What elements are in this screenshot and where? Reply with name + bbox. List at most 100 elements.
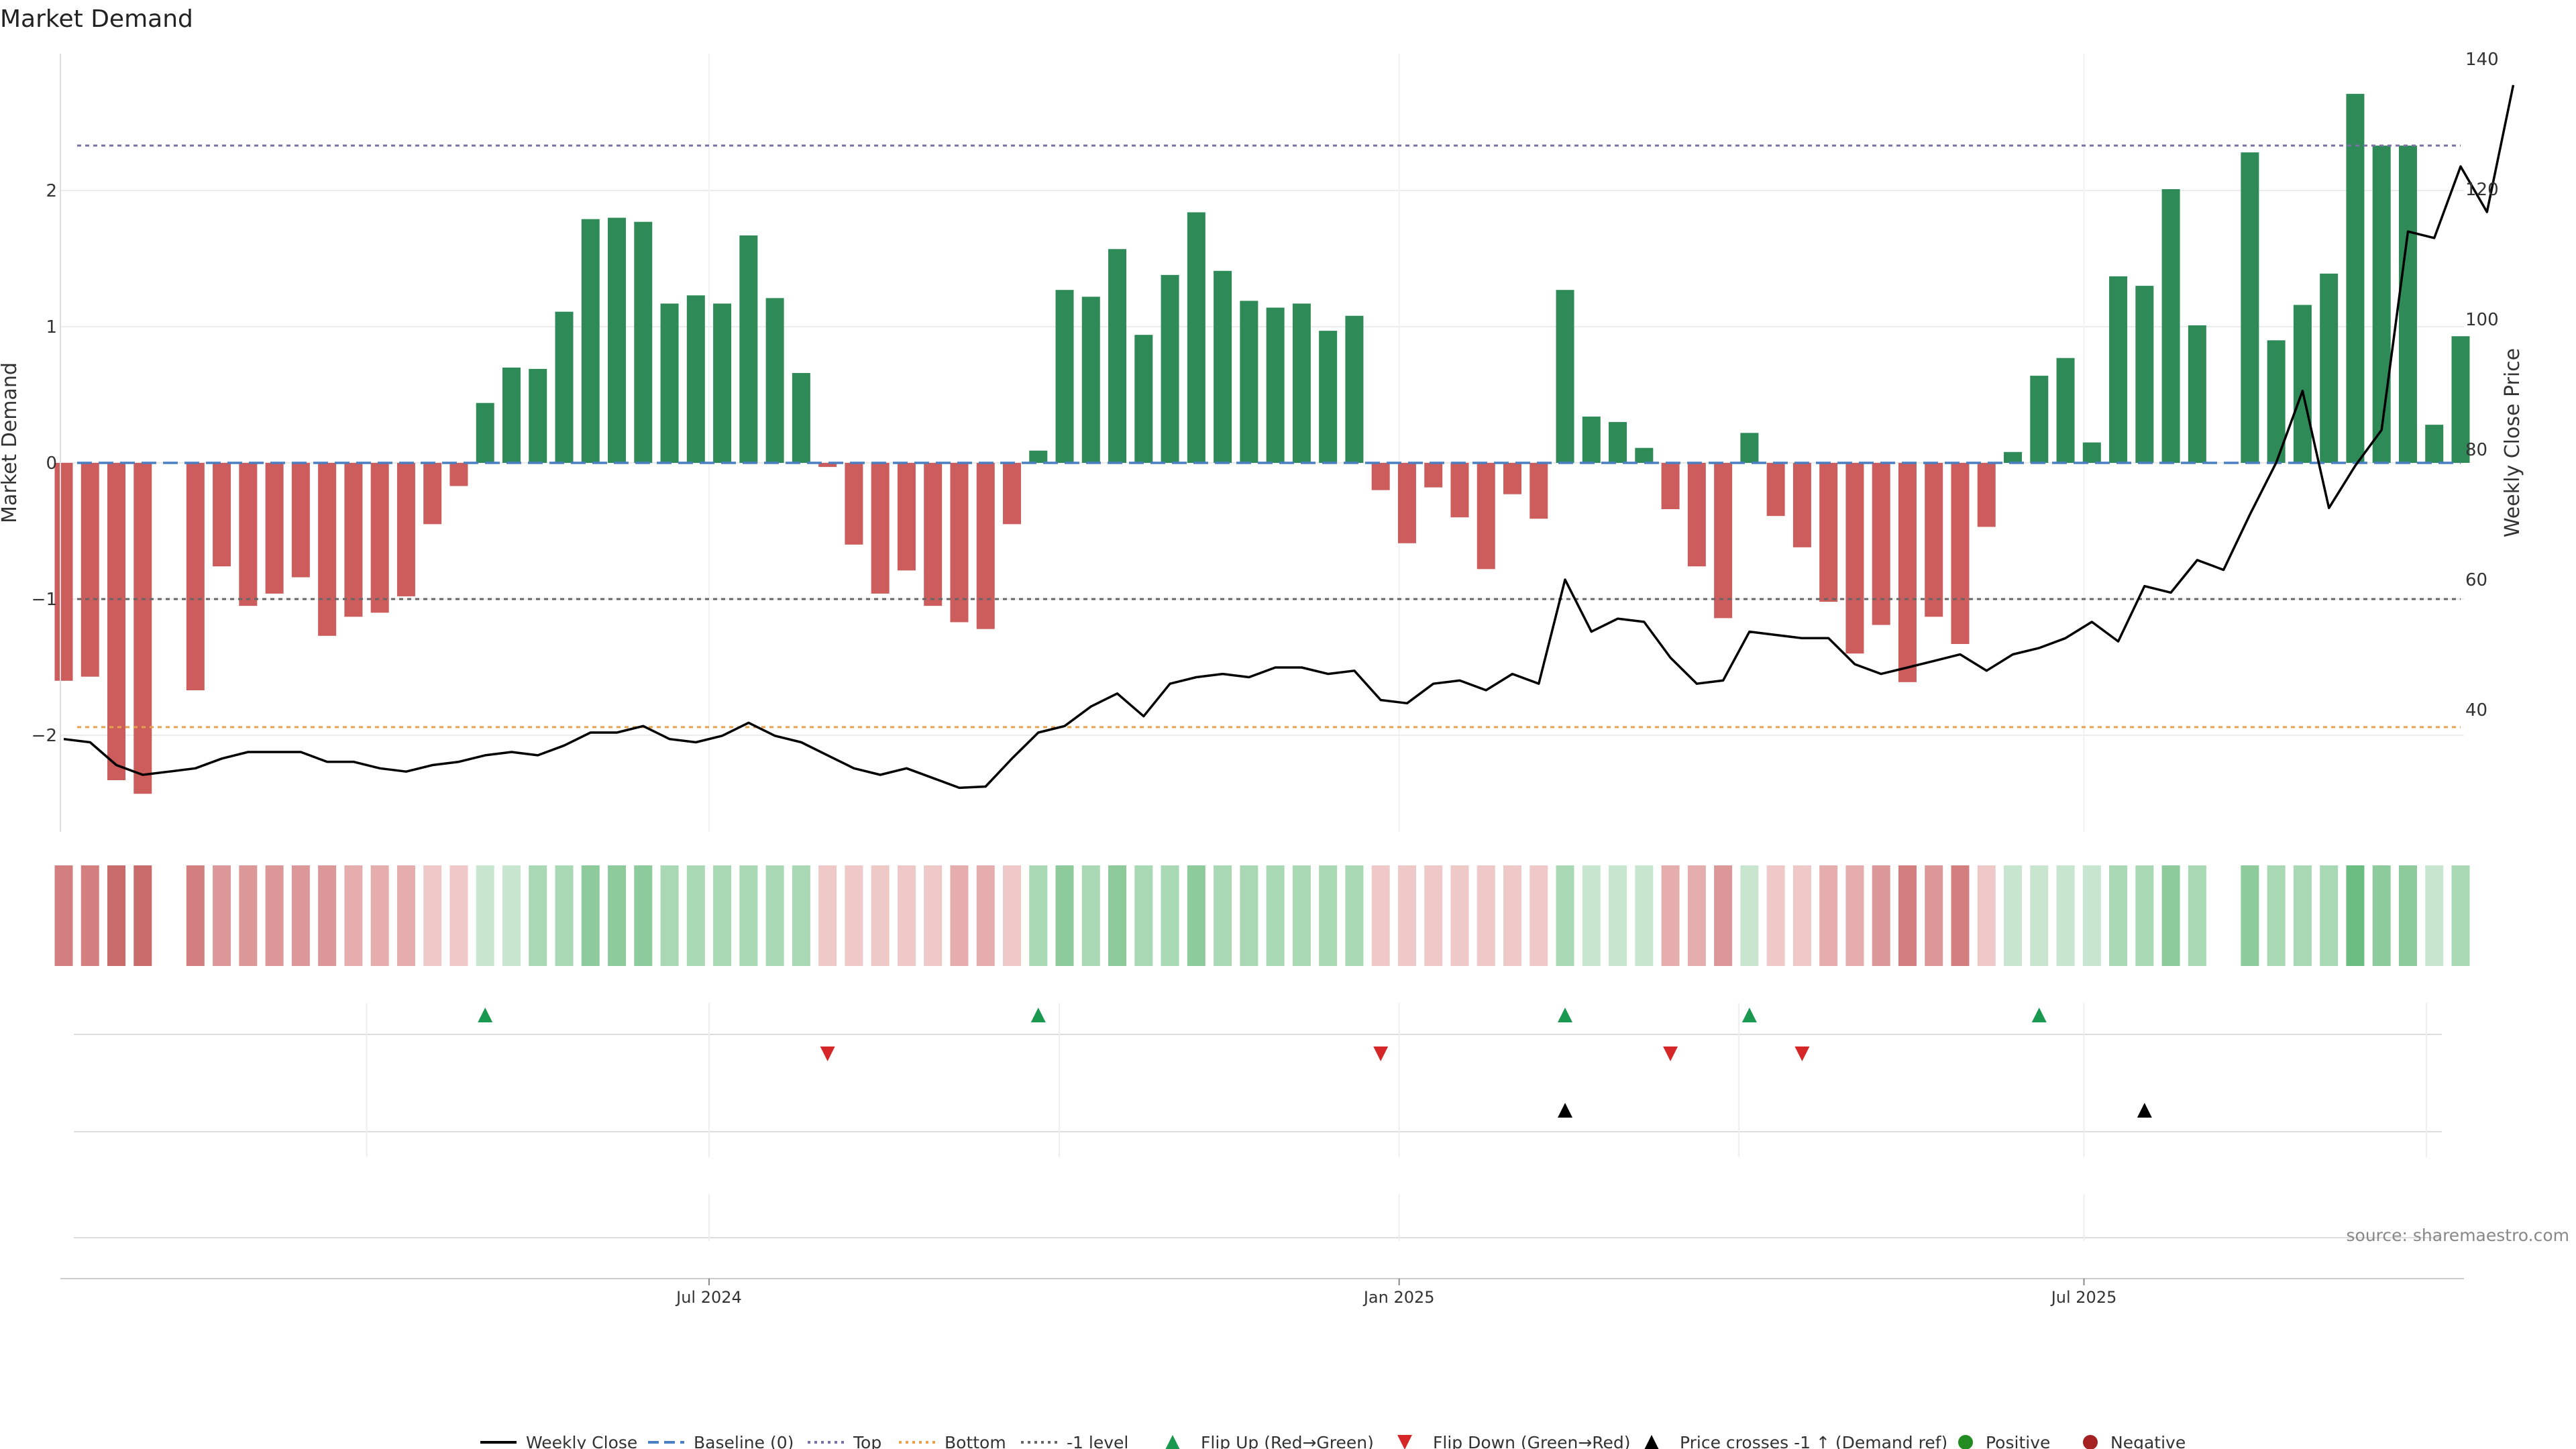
strength-cell bbox=[2346, 865, 2365, 966]
strength-cell bbox=[713, 865, 732, 966]
positive-bar bbox=[634, 221, 653, 463]
positive-bar bbox=[1635, 447, 1654, 463]
strength-cell bbox=[1161, 865, 1179, 966]
strength-cell bbox=[1029, 865, 1048, 966]
negative-bar bbox=[1977, 463, 1996, 527]
strength-cell bbox=[976, 865, 995, 966]
positive-bar bbox=[2109, 276, 2128, 463]
negative-bar bbox=[845, 463, 863, 545]
positive-bar bbox=[765, 298, 784, 463]
right-tick-label: 120 bbox=[2465, 180, 2499, 200]
positive-bar bbox=[1319, 331, 1338, 463]
strength-cell bbox=[1503, 865, 1522, 966]
price-cross-marker bbox=[1558, 1103, 1573, 1118]
positive-bar bbox=[476, 402, 494, 463]
strength-cell bbox=[2109, 865, 2128, 966]
strength-cell bbox=[1740, 865, 1759, 966]
left-tick-label: 2 bbox=[46, 181, 57, 201]
strength-cell bbox=[1055, 865, 1074, 966]
strength-cell bbox=[1240, 865, 1258, 966]
strength-cell bbox=[1266, 865, 1285, 966]
event-markers bbox=[74, 1003, 2442, 1241]
strength-strip bbox=[54, 865, 2470, 966]
source-note: source: sharemaestro.com bbox=[2347, 1226, 2570, 1245]
negative-bar bbox=[1951, 463, 1970, 644]
positive-bar bbox=[1345, 315, 1364, 463]
strength-cell bbox=[80, 865, 99, 966]
negative-bar bbox=[1397, 463, 1416, 543]
negative-bar bbox=[291, 463, 310, 578]
positive-bar bbox=[2056, 358, 2075, 463]
positive-bar bbox=[739, 235, 758, 463]
strength-cell bbox=[2004, 865, 2023, 966]
strength-cell bbox=[1951, 865, 1970, 966]
strength-cell bbox=[2161, 865, 2180, 966]
strength-cell bbox=[1819, 865, 1838, 966]
strength-cell bbox=[2320, 865, 2339, 966]
strength-cell bbox=[502, 865, 521, 966]
legend-swatch bbox=[1397, 1435, 1412, 1449]
strength-cell bbox=[1529, 865, 1548, 966]
strength-cell bbox=[107, 865, 126, 966]
right-tick-label: 40 bbox=[2465, 700, 2487, 720]
positive-bar bbox=[1081, 297, 1100, 463]
strength-cell bbox=[1661, 865, 1680, 966]
negative-bar bbox=[1925, 463, 1943, 617]
strength-cell bbox=[2293, 865, 2312, 966]
grid bbox=[60, 54, 2464, 832]
strength-cell bbox=[2082, 865, 2101, 966]
strength-cell bbox=[1977, 865, 1996, 966]
reference-lines bbox=[77, 144, 2461, 729]
positive-bar bbox=[1055, 290, 1074, 463]
positive-bar bbox=[2346, 93, 2365, 463]
positive-bar bbox=[2398, 146, 2417, 463]
left-tick-label: 0 bbox=[46, 453, 57, 474]
negative-bar bbox=[449, 463, 468, 486]
legend-label: Negative bbox=[2110, 1433, 2186, 1449]
strength-cell bbox=[265, 865, 284, 966]
legend-label: -1 level bbox=[1067, 1433, 1128, 1449]
flip-down-marker bbox=[1373, 1046, 1389, 1061]
price-cross-marker bbox=[2137, 1103, 2152, 1118]
strength-cell bbox=[2030, 865, 2049, 966]
positive-bar bbox=[2082, 442, 2101, 463]
strength-cell bbox=[54, 865, 73, 966]
negative-bar bbox=[871, 463, 890, 594]
positive-bar bbox=[2004, 451, 2023, 463]
positive-bar bbox=[1292, 303, 1311, 463]
negative-bar bbox=[80, 463, 99, 677]
negative-bar bbox=[897, 463, 916, 571]
demand-bars bbox=[54, 93, 2470, 794]
positive-bar bbox=[660, 303, 679, 463]
negative-bar bbox=[1819, 463, 1838, 602]
positive-bar bbox=[1582, 416, 1601, 463]
strength-cell bbox=[344, 865, 363, 966]
negative-bar bbox=[1766, 463, 1785, 517]
negative-bar bbox=[265, 463, 284, 594]
negative-bar bbox=[1477, 463, 1495, 570]
negative-bar bbox=[213, 463, 231, 567]
strength-cell bbox=[924, 865, 943, 966]
positive-bar bbox=[2241, 152, 2259, 463]
axes: 2 1 0 −1 −2 140 120 100 80 60 40 bbox=[32, 50, 2499, 832]
negative-bar bbox=[1687, 463, 1706, 567]
strength-cell bbox=[950, 865, 969, 966]
strength-cell bbox=[2425, 865, 2444, 966]
negative-bar bbox=[54, 463, 73, 681]
positive-bar bbox=[686, 295, 705, 463]
legend-label: Bottom bbox=[945, 1433, 1006, 1449]
negative-bar bbox=[239, 463, 258, 606]
strength-cell bbox=[765, 865, 784, 966]
left-axis-label: Market Demand bbox=[0, 362, 21, 523]
flip-down-marker bbox=[820, 1046, 835, 1061]
strength-cell bbox=[1424, 865, 1443, 966]
strength-cell bbox=[608, 865, 627, 966]
price-line bbox=[63, 85, 2515, 790]
negative-bar bbox=[1872, 463, 1890, 625]
negative-bar bbox=[423, 463, 442, 525]
strength-cell bbox=[318, 865, 337, 966]
strength-cell bbox=[186, 865, 205, 966]
positive-bar bbox=[1214, 270, 1232, 463]
strength-cell bbox=[581, 865, 600, 966]
